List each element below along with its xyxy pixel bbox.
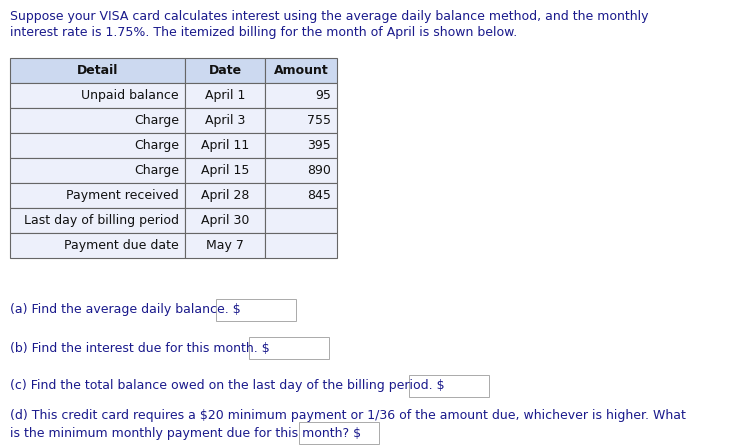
Text: (a) Find the average daily balance. $: (a) Find the average daily balance. $	[10, 304, 241, 316]
Text: Unpaid balance: Unpaid balance	[81, 89, 179, 102]
Text: April 30: April 30	[201, 214, 249, 227]
Text: (d) This credit card requires a $20 minimum payment or 1/36 of the amount due, w: (d) This credit card requires a $20 mini…	[10, 409, 686, 422]
Text: 95: 95	[315, 89, 331, 102]
Bar	[10, 108, 185, 133]
Text: Last day of billing period: Last day of billing period	[24, 214, 179, 227]
Text: April 1: April 1	[205, 89, 245, 102]
Bar	[185, 158, 265, 183]
Bar	[10, 158, 185, 183]
Text: April 28: April 28	[201, 189, 249, 202]
Text: Amount: Amount	[273, 64, 328, 77]
Bar	[10, 133, 185, 158]
Text: 845: 845	[307, 189, 331, 202]
Bar	[265, 108, 337, 133]
Text: April 15: April 15	[201, 164, 249, 177]
Text: May 7: May 7	[206, 239, 244, 252]
Bar	[10, 183, 185, 208]
Text: 395: 395	[307, 139, 331, 152]
Bar	[185, 233, 265, 258]
Bar	[265, 58, 337, 83]
Bar	[265, 83, 337, 108]
Text: 755: 755	[307, 114, 331, 127]
Bar	[249, 337, 330, 359]
Bar	[265, 183, 337, 208]
Text: (b) Find the interest due for this month. $: (b) Find the interest due for this month…	[10, 342, 270, 354]
Bar	[185, 83, 265, 108]
Bar	[185, 58, 265, 83]
Text: April 3: April 3	[205, 114, 245, 127]
Text: Suppose your VISA card calculates interest using the average daily balance metho: Suppose your VISA card calculates intere…	[10, 10, 649, 23]
Bar	[265, 158, 337, 183]
Text: Payment received: Payment received	[66, 189, 179, 202]
Bar	[185, 183, 265, 208]
Bar	[185, 133, 265, 158]
Bar	[409, 375, 490, 397]
Bar	[185, 208, 265, 233]
Bar	[216, 299, 296, 321]
Text: April 11: April 11	[201, 139, 249, 152]
Bar	[10, 208, 185, 233]
Bar	[10, 233, 185, 258]
Bar	[10, 83, 185, 108]
Text: 890: 890	[307, 164, 331, 177]
Text: interest rate is 1.75%. The itemized billing for the month of April is shown bel: interest rate is 1.75%. The itemized bil…	[10, 26, 517, 39]
Bar	[265, 208, 337, 233]
Text: is the minimum monthly payment due for this month? $: is the minimum monthly payment due for t…	[10, 426, 361, 439]
Text: Payment due date: Payment due date	[65, 239, 179, 252]
Text: Charge: Charge	[134, 164, 179, 177]
Bar	[265, 133, 337, 158]
Bar	[299, 422, 379, 444]
Text: Charge: Charge	[134, 114, 179, 127]
Text: Charge: Charge	[134, 139, 179, 152]
Bar	[10, 58, 185, 83]
Bar	[185, 108, 265, 133]
Text: (c) Find the total balance owed on the last day of the billing period. $: (c) Find the total balance owed on the l…	[10, 380, 445, 392]
Bar	[265, 233, 337, 258]
Text: Date: Date	[209, 64, 242, 77]
Text: Detail: Detail	[77, 64, 118, 77]
